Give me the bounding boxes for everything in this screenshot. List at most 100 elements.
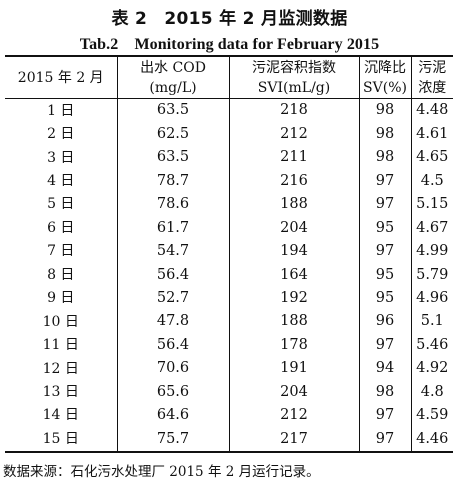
cell-date: 2 日	[47, 126, 75, 143]
cell-sv: 98	[358, 122, 411, 146]
cell-cod: 63.5	[116, 145, 229, 170]
header-sludge-concentration: 污泥 浓度	[410, 56, 453, 99]
cell-svi: 218	[228, 98, 359, 123]
cell-sv: 94	[358, 356, 411, 381]
cell-concentration: 5.1	[410, 309, 453, 334]
table-row: 3 日 63.5 211 98 4.65	[5, 145, 453, 170]
table-title-english: Tab.2 Monitoring data for February 2015	[79, 36, 380, 53]
cell-svi: 211	[228, 145, 359, 170]
cell-sv: 97	[358, 427, 411, 452]
table-row: 9 日 52.7 192 95 4.96	[5, 286, 453, 310]
cell-concentration: 4.59	[410, 403, 453, 428]
cell-sv: 97	[358, 169, 411, 193]
cell-sv: 97	[358, 239, 411, 264]
cell-date: 6 日	[47, 219, 75, 236]
header-effluent-cod-line2: (mg/L)	[149, 79, 197, 96]
header-sludge-concentration-line1: 污泥	[418, 59, 447, 76]
cell-sv: 96	[358, 309, 411, 334]
cell-cod: 56.4	[116, 333, 229, 357]
cell-date: 3 日	[47, 149, 75, 166]
table-row: 13 日 65.6 204 98 4.8	[5, 380, 453, 404]
table-row: 2 日 62.5 212 98 4.61	[5, 122, 453, 146]
cell-date: 1 日	[47, 102, 75, 119]
cell-svi: 178	[228, 333, 359, 357]
cell-sv: 95	[358, 263, 411, 287]
cell-svi: 191	[228, 356, 359, 381]
cell-sv: 95	[358, 286, 411, 310]
cell-concentration: 4.8	[410, 380, 453, 404]
cell-concentration: 5.15	[410, 192, 453, 217]
cell-sv: 97	[358, 192, 411, 217]
header-sludge-concentration-line2: 浓度	[418, 79, 447, 96]
cell-svi: 212	[228, 122, 359, 146]
header-sv: 沉降比 SV(%)	[358, 56, 411, 99]
cell-date: 11 日	[42, 337, 79, 354]
header-month-label: 2015 年 2 月	[17, 69, 104, 86]
cell-date: 13 日	[42, 383, 79, 400]
cell-concentration: 4.99	[410, 239, 453, 264]
table-row: 1 日 63.5 218 98 4.48	[5, 98, 453, 123]
cell-date: 7 日	[47, 243, 75, 260]
cell-date: 9 日	[47, 290, 75, 307]
cell-concentration: 4.67	[410, 216, 453, 240]
cell-sv: 98	[358, 145, 411, 170]
header-effluent-cod: 出水 COD (mg/L)	[116, 56, 229, 99]
table-row: 7 日 54.7 194 97 4.99	[5, 239, 453, 264]
table-header: 2015 年 2 月 出水 COD (mg/L) 污泥容积指数 SVI(mL/g…	[5, 56, 453, 99]
cell-svi: 217	[228, 427, 359, 452]
cell-sv: 98	[358, 98, 411, 123]
table-row: 12 日 70.6 191 94 4.92	[5, 356, 453, 381]
header-sv-line2: SV(%)	[363, 79, 407, 96]
table-row: 11 日 56.4 178 97 5.46	[5, 333, 453, 357]
header-svi: 污泥容积指数 SVI(mL/g)	[228, 56, 359, 99]
cell-concentration: 5.79	[410, 263, 453, 287]
cell-sv: 97	[358, 403, 411, 428]
cell-sv: 98	[358, 380, 411, 404]
cell-date: 8 日	[47, 266, 75, 283]
cell-sv: 97	[358, 333, 411, 357]
table-row: 5 日 78.6 188 97 5.15	[5, 192, 453, 217]
cell-cod: 56.4	[116, 263, 229, 287]
cell-date: 14 日	[42, 407, 79, 424]
table-row: 15 日 75.7 217 97 4.46	[5, 427, 453, 452]
cell-svi: 204	[228, 380, 359, 404]
cell-cod: 54.7	[116, 239, 229, 264]
cell-date: 15 日	[42, 430, 79, 447]
cell-cod: 47.8	[116, 309, 229, 334]
cell-concentration: 4.61	[410, 122, 453, 146]
cell-sv: 95	[358, 216, 411, 240]
cell-concentration: 4.65	[410, 145, 453, 170]
table-row: 4 日 78.7 216 97 4.5	[5, 169, 453, 193]
table-row: 14 日 64.6 212 97 4.59	[5, 403, 453, 428]
cell-svi: 188	[228, 192, 359, 217]
cell-concentration: 5.46	[410, 333, 453, 357]
cell-cod: 52.7	[116, 286, 229, 310]
table-title-chinese: 表 2 2015 年 2 月监测数据	[111, 9, 348, 29]
cell-concentration: 4.46	[410, 427, 453, 452]
table-body: 1 日 63.5 218 98 4.48 2 日 62.5 212 98 4.6…	[5, 98, 453, 452]
monitoring-data-table: 2015 年 2 月 出水 COD (mg/L) 污泥容积指数 SVI(mL/g…	[5, 55, 453, 453]
header-svi-line2: SVI(mL/g)	[257, 79, 331, 96]
data-source-note: 数据来源：石化污水处理厂 2015 年 2 月运行记录。	[3, 464, 320, 480]
cell-cod: 75.7	[116, 427, 229, 452]
cell-concentration: 4.96	[410, 286, 453, 310]
cell-svi: 192	[228, 286, 359, 310]
cell-date: 12 日	[42, 360, 79, 377]
cell-svi: 212	[228, 403, 359, 428]
table-row: 10 日 47.8 188 96 5.1	[5, 309, 453, 334]
monitoring-table-container: 2015 年 2 月 出水 COD (mg/L) 污泥容积指数 SVI(mL/g…	[5, 55, 453, 453]
cell-cod: 64.6	[116, 403, 229, 428]
cell-svi: 194	[228, 239, 359, 264]
header-month: 2015 年 2 月	[5, 56, 117, 99]
table-row: 6 日 61.7 204 95 4.67	[5, 216, 453, 240]
cell-cod: 61.7	[116, 216, 229, 240]
header-sv-line1: 沉降比	[364, 59, 406, 76]
cell-date: 5 日	[47, 196, 75, 213]
cell-cod: 62.5	[116, 122, 229, 146]
cell-cod: 65.6	[116, 380, 229, 404]
cell-cod: 70.6	[116, 356, 229, 381]
table-row: 8 日 56.4 164 95 5.79	[5, 263, 453, 287]
header-svi-line1: 污泥容积指数	[252, 59, 336, 76]
cell-svi: 164	[228, 263, 359, 287]
cell-concentration: 4.92	[410, 356, 453, 381]
